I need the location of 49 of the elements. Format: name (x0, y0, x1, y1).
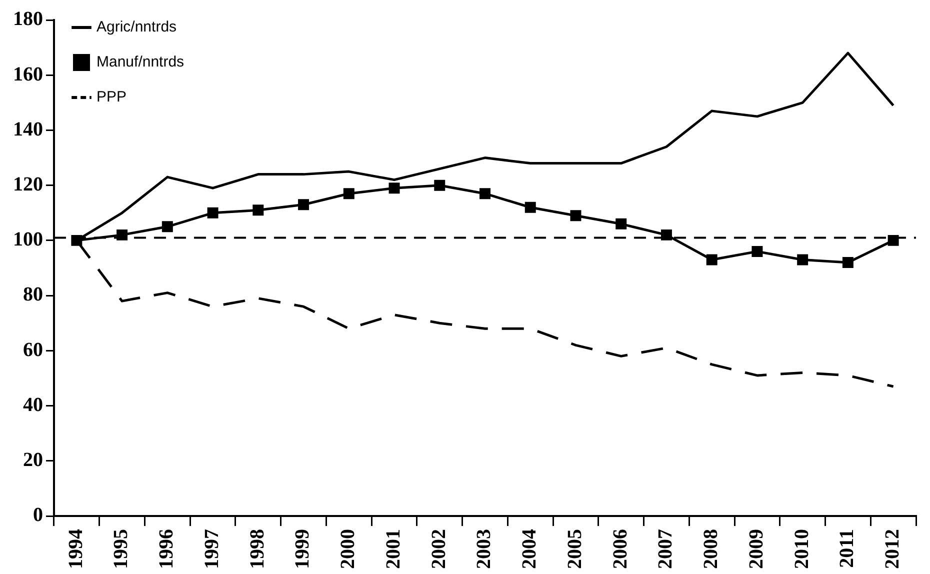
point (706, 254, 718, 266)
point (616, 218, 627, 230)
y-tick-label: 40 (23, 394, 43, 416)
x-tick-label: 1995 (110, 529, 132, 569)
y-tick-label: 140 (13, 118, 43, 140)
x-tick-label: 2002 (428, 529, 450, 569)
x-tick-label: 1997 (200, 529, 223, 569)
x-tick-label: 1999 (292, 529, 314, 569)
y-tick-label: 20 (23, 449, 43, 472)
y-tick-label: 0 (33, 504, 43, 526)
point (524, 202, 536, 213)
x-tick-label: 1998 (246, 529, 268, 569)
point (480, 188, 490, 200)
point (842, 256, 854, 268)
x-tick-label: 2010 (790, 529, 813, 569)
point (752, 246, 763, 257)
x-tick-label: 2009 (745, 529, 768, 569)
x-tick-label: 2007 (654, 529, 677, 569)
point (162, 221, 173, 232)
point (388, 182, 400, 194)
point (888, 234, 899, 246)
x-tick-label: 2011 (836, 529, 858, 568)
point (207, 207, 218, 218)
y-tick-label: 180 (13, 8, 43, 30)
y-tick-label: 60 (23, 338, 43, 361)
point (343, 188, 354, 200)
point (298, 199, 310, 210)
x-tick-label: 2003 (473, 529, 496, 569)
x-tick-label: 2012 (881, 529, 904, 569)
y-tick-label: 160 (13, 63, 43, 86)
legend-label: Agric/nntrds (96, 18, 177, 36)
x-tick-label: 1996 (156, 529, 178, 569)
x-tick-label: 2001 (382, 529, 404, 569)
x-tick-label: 2004 (518, 529, 541, 569)
point (252, 204, 264, 216)
legend-label: Manuf/nntrds (96, 54, 184, 71)
point (797, 254, 808, 266)
legend-label: PPP (96, 88, 127, 106)
y-tick-label: 100 (13, 228, 43, 251)
point (660, 229, 672, 240)
point (570, 210, 582, 222)
x-tick-label: 2005 (564, 529, 586, 569)
y-tick-label: 80 (23, 284, 43, 306)
x-tick-label: 2000 (337, 529, 360, 569)
y-tick-label: 120 (13, 174, 43, 196)
point (434, 180, 446, 191)
x-tick-label: 2006 (609, 529, 632, 569)
x-tick-label: 1994 (64, 529, 87, 569)
x-tick-label: 2008 (700, 529, 722, 569)
